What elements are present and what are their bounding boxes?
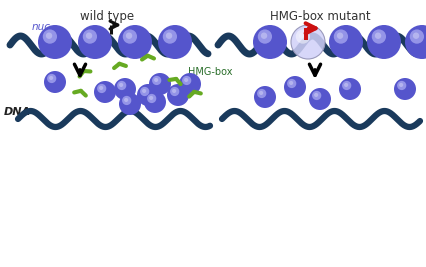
- Circle shape: [158, 25, 192, 59]
- Circle shape: [149, 73, 170, 95]
- Circle shape: [181, 76, 191, 85]
- Circle shape: [253, 86, 275, 108]
- Circle shape: [147, 94, 156, 103]
- Circle shape: [165, 33, 172, 39]
- Circle shape: [259, 91, 262, 95]
- Circle shape: [343, 83, 348, 87]
- Circle shape: [140, 87, 149, 96]
- Circle shape: [152, 76, 161, 85]
- Circle shape: [404, 25, 426, 59]
- Circle shape: [167, 84, 189, 106]
- Circle shape: [341, 81, 351, 90]
- Circle shape: [142, 89, 146, 93]
- Text: HMG-box mutant: HMG-box mutant: [269, 10, 369, 23]
- Circle shape: [288, 81, 293, 85]
- Circle shape: [118, 25, 152, 59]
- Text: HMG-box: HMG-box: [187, 67, 232, 77]
- Circle shape: [298, 33, 305, 39]
- Circle shape: [99, 86, 103, 90]
- Circle shape: [253, 25, 286, 59]
- Circle shape: [260, 33, 267, 39]
- Circle shape: [124, 98, 128, 102]
- Circle shape: [290, 25, 324, 59]
- Circle shape: [311, 91, 321, 100]
- Circle shape: [371, 29, 385, 44]
- Circle shape: [86, 33, 92, 39]
- Circle shape: [94, 81, 116, 103]
- Circle shape: [114, 78, 136, 100]
- Circle shape: [178, 73, 201, 95]
- Circle shape: [126, 33, 132, 39]
- Circle shape: [117, 81, 126, 90]
- Circle shape: [47, 74, 56, 83]
- Circle shape: [283, 76, 305, 98]
- Circle shape: [333, 29, 347, 44]
- Circle shape: [398, 83, 402, 87]
- Circle shape: [338, 78, 360, 100]
- Circle shape: [46, 33, 52, 39]
- Circle shape: [393, 78, 415, 100]
- Circle shape: [412, 33, 418, 39]
- Circle shape: [286, 79, 296, 88]
- Circle shape: [366, 25, 400, 59]
- Circle shape: [295, 29, 309, 44]
- Circle shape: [184, 78, 188, 82]
- Circle shape: [38, 25, 72, 59]
- Circle shape: [409, 29, 423, 44]
- Circle shape: [97, 84, 106, 93]
- Circle shape: [396, 81, 406, 90]
- Circle shape: [49, 76, 53, 80]
- Circle shape: [374, 33, 380, 39]
- Circle shape: [144, 91, 166, 113]
- Circle shape: [137, 84, 158, 106]
- Text: nuc: nuc: [32, 22, 51, 32]
- Text: wild type: wild type: [80, 10, 134, 23]
- Circle shape: [256, 89, 266, 98]
- Circle shape: [44, 71, 66, 93]
- Circle shape: [43, 29, 57, 44]
- Circle shape: [149, 96, 153, 100]
- Circle shape: [162, 29, 177, 44]
- Circle shape: [336, 33, 343, 39]
- Circle shape: [308, 88, 330, 110]
- Circle shape: [314, 93, 317, 97]
- Circle shape: [328, 25, 362, 59]
- Circle shape: [170, 87, 179, 96]
- Circle shape: [154, 78, 158, 82]
- Circle shape: [119, 93, 141, 115]
- Circle shape: [257, 29, 271, 44]
- Circle shape: [78, 25, 112, 59]
- Circle shape: [83, 29, 97, 44]
- Circle shape: [172, 89, 176, 93]
- Circle shape: [119, 83, 123, 87]
- Circle shape: [122, 29, 137, 44]
- Text: DNA: DNA: [4, 107, 31, 117]
- Circle shape: [122, 96, 131, 105]
